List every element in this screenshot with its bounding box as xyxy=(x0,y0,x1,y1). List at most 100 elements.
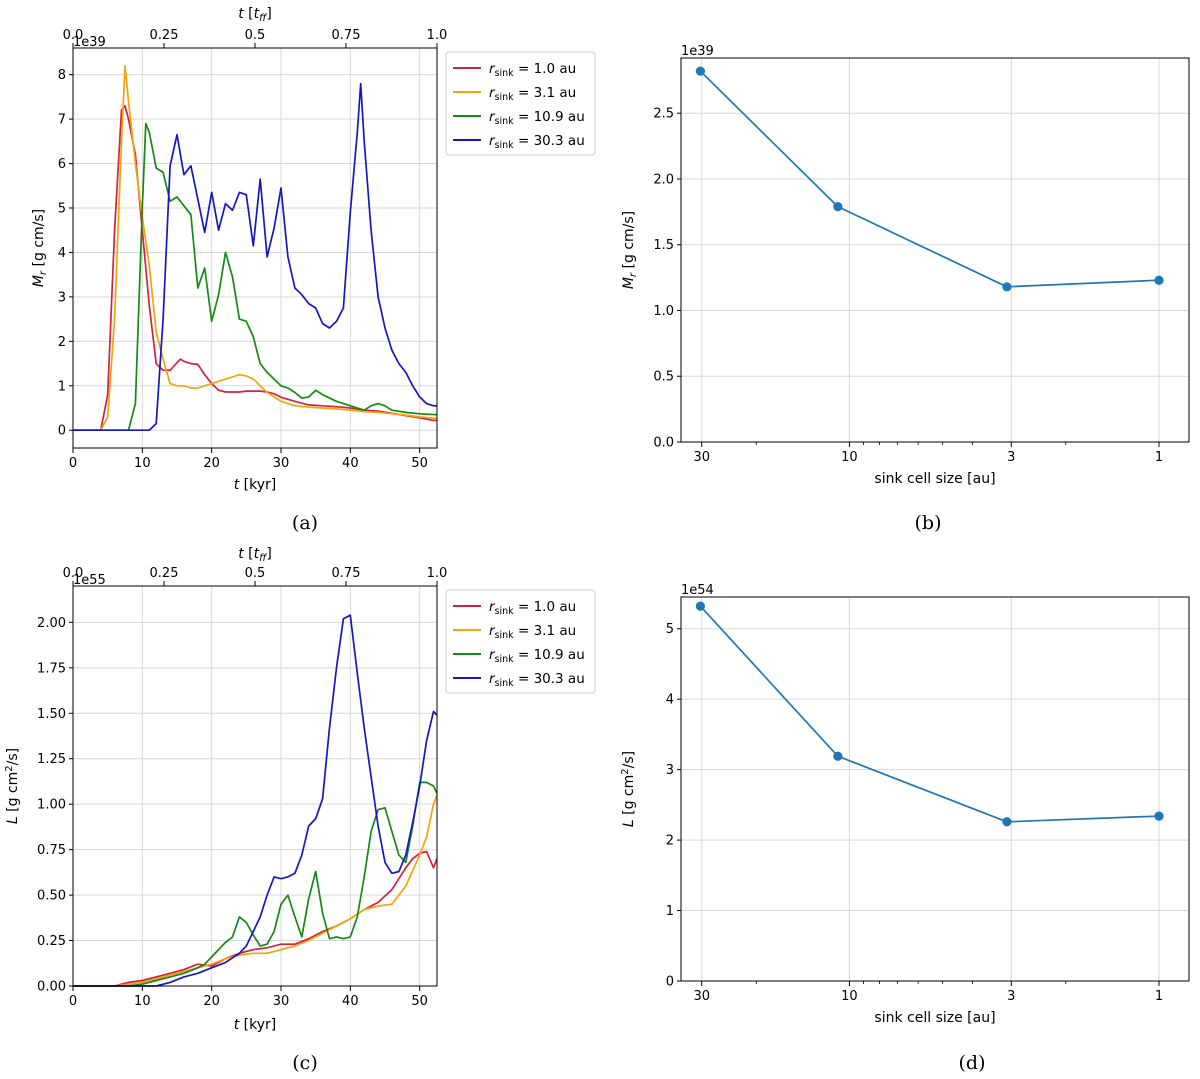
grid-c xyxy=(72,586,437,987)
xtick-label: 10 xyxy=(841,450,858,465)
grid-b xyxy=(681,58,1189,443)
ytick-label: 5 xyxy=(58,202,66,217)
ytick-label: 2.00 xyxy=(37,616,66,631)
caption-d: (d) xyxy=(959,1052,986,1074)
panel-a: 0 1 2 3 4 5 6 7 8 0 10 20 30 40 50 0.0 0.25 0.5 0.75 1.0 1e… xyxy=(31,6,596,534)
ytick-label: 0 xyxy=(666,975,674,990)
xtick-label: 0 xyxy=(69,994,77,1009)
ticks-b: 0.0 0.5 1.0 1.5 2.0 2.5 30 10 3 1 xyxy=(653,107,1163,465)
ytick-label: 1.50 xyxy=(37,707,66,722)
x-axis-label-a: t [kyr] xyxy=(234,477,277,493)
ytick-label: 1 xyxy=(58,379,66,394)
ytick-label: 0.00 xyxy=(37,980,66,995)
ticks-c: 0.00 0.25 0.50 0.75 1.00 1.25 1.50 1.75 2.00 0 10 2… xyxy=(37,566,447,1009)
xtick-label: 20 xyxy=(203,994,220,1009)
top-tick-label: 0.25 xyxy=(150,566,179,581)
legend-label: rsink = 3.1 au xyxy=(489,623,576,641)
data-point xyxy=(833,202,843,212)
y-axis-label-b: Mr [g cm/s] xyxy=(621,211,639,289)
caption-b: (b) xyxy=(915,512,942,534)
series-line-3 xyxy=(73,82,437,432)
top-tick-label: 0.75 xyxy=(332,28,361,43)
panel-b: 0.0 0.5 1.0 1.5 2.0 2.5 30 10 3 1 1e39 sink cell … xyxy=(621,44,1190,534)
xtick-label: 30 xyxy=(273,456,290,471)
x-axis-label-c: t [kyr] xyxy=(234,1017,277,1033)
y-axis-label-c: L [g cm2/s] xyxy=(4,748,21,824)
ytick-label: 2 xyxy=(666,834,674,849)
xtick-label: 0 xyxy=(69,456,77,471)
top-tick-label: 1.0 xyxy=(427,566,448,581)
xtick-label: 30 xyxy=(273,994,290,1009)
ytick-label: 0.0 xyxy=(653,436,674,451)
xtick-label: 40 xyxy=(342,994,359,1009)
y-axis-label-a: Mr [g cm/s] xyxy=(31,209,49,287)
ytick-label: 1 xyxy=(666,904,674,919)
x-axis-label-d: sink cell size [au] xyxy=(874,1010,995,1026)
legend-label: rsink = 1.0 au xyxy=(489,61,576,79)
ytick-label: 0 xyxy=(58,424,66,439)
ytick-label: 3 xyxy=(58,290,66,305)
ytick-label: 0.25 xyxy=(37,934,66,949)
x-axis-label-b: sink cell size [au] xyxy=(874,471,995,487)
series-line-0 xyxy=(699,70,1160,288)
plot-area-c xyxy=(73,614,438,987)
top-axis-label-a: t [tff] xyxy=(238,6,272,24)
legend-label: rsink = 10.9 au xyxy=(489,647,585,665)
panel-c: 0.00 0.25 0.50 0.75 1.00 1.25 1.50 1.75 2.00 0 10 2… xyxy=(4,546,596,1074)
legend-label: rsink = 10.9 au xyxy=(489,109,585,127)
ytick-label: 1.0 xyxy=(653,304,674,319)
offset-text-b: 1e39 xyxy=(681,44,714,59)
top-tick-label: 0.5 xyxy=(245,28,266,43)
xtick-label: 10 xyxy=(841,989,858,1004)
xtick-label: 50 xyxy=(411,994,428,1009)
top-tick-label: 0.75 xyxy=(332,566,361,581)
caption-a: (a) xyxy=(292,512,318,534)
xtick-label: 30 xyxy=(693,989,710,1004)
xtick-label: 10 xyxy=(134,456,151,471)
grid-a xyxy=(72,48,437,448)
plot-area-b xyxy=(695,66,1164,292)
data-point xyxy=(833,751,843,761)
ticks-a: 0 1 2 3 4 5 6 7 8 0 10 20 30 40 50 0.0 0.25 0.5 0.75 1.0 xyxy=(58,28,448,471)
series-line-1 xyxy=(73,64,437,432)
xtick-label: 20 xyxy=(203,456,220,471)
ytick-label: 2 xyxy=(58,335,66,350)
top-tick-label: 0.5 xyxy=(245,566,266,581)
data-point xyxy=(1002,817,1012,827)
xtick-label: 30 xyxy=(693,450,710,465)
ytick-label: 0.50 xyxy=(37,889,66,904)
series-line-0 xyxy=(699,605,1160,823)
ticks-d: 0 1 2 3 4 5 30 10 3 1 xyxy=(666,622,1163,1004)
ytick-label: 2.0 xyxy=(653,172,674,187)
ytick-label: 0.75 xyxy=(37,843,66,858)
ytick-label: 0.5 xyxy=(653,370,674,385)
legend-box xyxy=(445,589,596,694)
top-tick-label: 0.0 xyxy=(63,28,84,43)
ytick-label: 3 xyxy=(666,763,674,778)
legend-box xyxy=(445,51,596,156)
top-tick-label: 0.25 xyxy=(150,28,179,43)
plot-area-a xyxy=(73,64,438,432)
series-line-3 xyxy=(73,614,438,987)
ytick-label: 2.5 xyxy=(653,107,674,122)
data-point xyxy=(1154,811,1164,821)
grid-d xyxy=(681,597,1189,982)
legend-label: rsink = 1.0 au xyxy=(489,599,576,617)
panel-d: 0 1 2 3 4 5 30 10 3 1 1e54 sink cell size [au] L … xyxy=(620,583,1190,1074)
data-point xyxy=(1154,275,1164,285)
data-point xyxy=(1002,282,1012,292)
ytick-label: 7 xyxy=(58,113,66,128)
xtick-label: 1 xyxy=(1155,989,1163,1004)
legend-a: rsink = 1.0 au rsink = 3.1 au rsink = 10.9… xyxy=(445,51,596,156)
series-line-2 xyxy=(73,781,438,987)
xtick-label: 40 xyxy=(342,456,359,471)
ytick-label: 4 xyxy=(666,693,674,708)
ytick-label: 6 xyxy=(58,157,66,172)
axes-frame-b xyxy=(680,57,1190,443)
ytick-label: 4 xyxy=(58,246,66,261)
legend-c: rsink = 1.0 au rsink = 3.1 au rsink = 10.9… xyxy=(445,589,596,694)
ytick-label: 1.5 xyxy=(653,238,674,253)
plot-area-d xyxy=(695,601,1164,827)
axes-frame-a xyxy=(72,47,438,449)
